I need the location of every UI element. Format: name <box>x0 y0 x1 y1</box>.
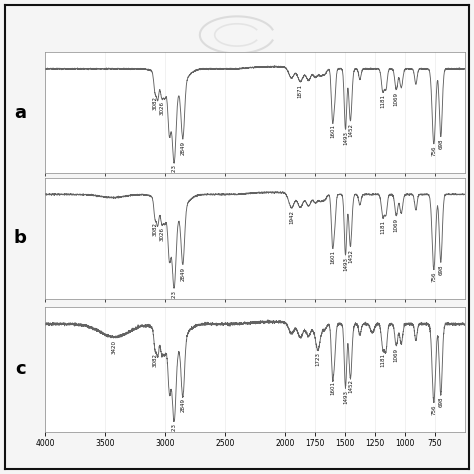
Text: 756: 756 <box>431 404 437 415</box>
Text: b: b <box>13 229 26 247</box>
Text: 2923: 2923 <box>172 423 177 437</box>
Text: 1871: 1871 <box>298 83 303 98</box>
Text: 2849: 2849 <box>181 267 185 281</box>
Text: 1723: 1723 <box>315 352 320 366</box>
Text: 1452: 1452 <box>348 380 353 393</box>
Text: 1181: 1181 <box>381 220 385 234</box>
Text: 2849: 2849 <box>181 398 185 412</box>
Text: 1069: 1069 <box>394 218 399 232</box>
Text: 3026: 3026 <box>159 227 164 241</box>
Text: 1601: 1601 <box>330 125 335 138</box>
Text: 2923: 2923 <box>172 290 177 304</box>
Text: 2849: 2849 <box>181 141 185 155</box>
Text: 1452: 1452 <box>348 123 353 137</box>
Text: 3082: 3082 <box>153 222 157 236</box>
Text: 1493: 1493 <box>343 391 348 404</box>
Text: 1181: 1181 <box>381 353 385 366</box>
Text: 1493: 1493 <box>343 131 348 146</box>
Text: 1181: 1181 <box>381 94 385 108</box>
Text: 756: 756 <box>431 146 437 156</box>
Text: 698: 698 <box>438 264 443 275</box>
Text: 3082: 3082 <box>153 353 157 367</box>
Text: a: a <box>14 104 26 121</box>
Text: 1601: 1601 <box>330 250 335 264</box>
Text: 3082: 3082 <box>153 96 157 110</box>
Text: 1942: 1942 <box>289 210 294 224</box>
Text: 1601: 1601 <box>330 381 335 395</box>
Text: 698: 698 <box>438 139 443 149</box>
Text: 698: 698 <box>438 396 443 407</box>
Text: 3420: 3420 <box>112 340 117 354</box>
Text: 1069: 1069 <box>394 348 399 362</box>
Text: 1452: 1452 <box>348 249 353 263</box>
Text: 3026: 3026 <box>159 101 164 115</box>
Text: 1069: 1069 <box>394 91 399 106</box>
Text: c: c <box>16 361 26 378</box>
Text: 2923: 2923 <box>172 164 177 178</box>
Text: 756: 756 <box>431 271 437 282</box>
Text: 1493: 1493 <box>343 257 348 271</box>
